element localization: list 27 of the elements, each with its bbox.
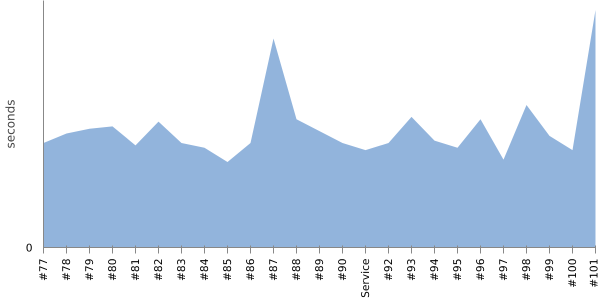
x-tick-label: #89 [313, 258, 326, 281]
x-tick-label: #100 [566, 258, 579, 288]
x-tick-label: #77 [37, 258, 50, 281]
x-tick-label: Service [359, 258, 372, 298]
x-tick-label: #90 [336, 258, 349, 281]
x-tick-label: #92 [382, 258, 395, 281]
x-tick-label: #96 [474, 258, 487, 281]
x-tick-label: #94 [428, 258, 441, 281]
x-tick-label: #88 [290, 258, 303, 281]
x-tick-label: #85 [221, 258, 234, 281]
x-tick-label: #86 [244, 258, 257, 281]
x-tick-label: #87 [267, 258, 280, 281]
x-tick-label: #84 [198, 258, 211, 281]
x-tick-label: #98 [520, 258, 533, 281]
x-tick-label: #97 [497, 258, 510, 281]
x-tick-label: #81 [129, 258, 142, 281]
x-tick-label: #95 [451, 258, 464, 281]
x-tick-label: #80 [106, 258, 119, 281]
x-tick-label: #93 [405, 258, 418, 281]
x-tick-label: #83 [175, 258, 188, 281]
x-tick-label: #101 [588, 258, 600, 288]
x-tick-label: #78 [60, 258, 73, 281]
y-axis-title: seconds [4, 99, 18, 149]
text: 0 [26, 242, 33, 254]
x-tick-label: #82 [152, 258, 165, 281]
x-tick-label: #99 [543, 258, 556, 281]
x-tick-label: #79 [83, 258, 96, 281]
